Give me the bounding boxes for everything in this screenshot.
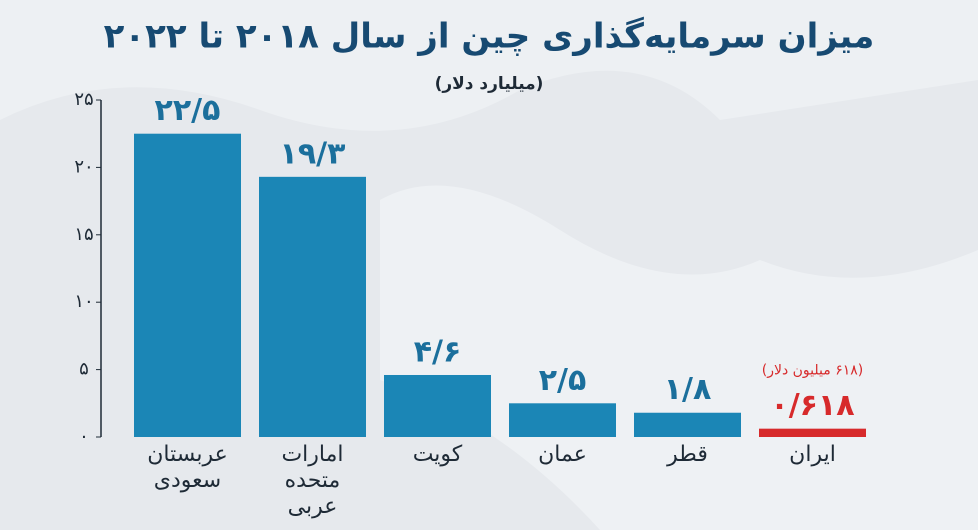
x-tick-label: امارات متحده عربی [281, 442, 344, 519]
bar [134, 133, 241, 437]
value-label: ۴/۶ [414, 334, 462, 369]
value-label: ۱/۸ [664, 372, 712, 407]
bar [384, 374, 491, 437]
y-tick-label: ۱۰ [74, 291, 93, 312]
y-tick-label: ۵ [79, 359, 89, 380]
value-label: ۰/۶۱۸ [770, 388, 854, 423]
y-tick-label: ۲۵ [74, 89, 93, 110]
annotation: (۶۱۸ میلیون دلار) [762, 363, 863, 379]
x-tick-label: عربستان سعودی [147, 442, 228, 493]
value-label: ۲/۵ [539, 363, 587, 398]
chart-title: میزان سرمایه‌گذاری چین از سال ۲۰۱۸ تا ۲۰… [104, 17, 875, 57]
chart-subtitle: (میلیارد دلار) [435, 74, 544, 94]
x-tick-label: ایران [789, 442, 836, 467]
y-tick-label: ۲۰ [74, 156, 93, 177]
value-label: ۱۹/۳ [280, 136, 346, 171]
map-shape [0, 0, 978, 131]
y-tick-label: ۰ [79, 426, 89, 447]
value-label: ۲۲/۵ [155, 93, 221, 128]
bar [259, 176, 366, 437]
map-shape [380, 185, 978, 530]
bar [634, 412, 741, 437]
x-tick-label: کویت [412, 442, 463, 467]
x-tick-label: عمان [538, 442, 587, 467]
y-tick-label: ۱۵ [74, 224, 93, 245]
bar [759, 428, 866, 437]
bar [509, 403, 616, 437]
x-tick-label: قطر [667, 442, 708, 467]
